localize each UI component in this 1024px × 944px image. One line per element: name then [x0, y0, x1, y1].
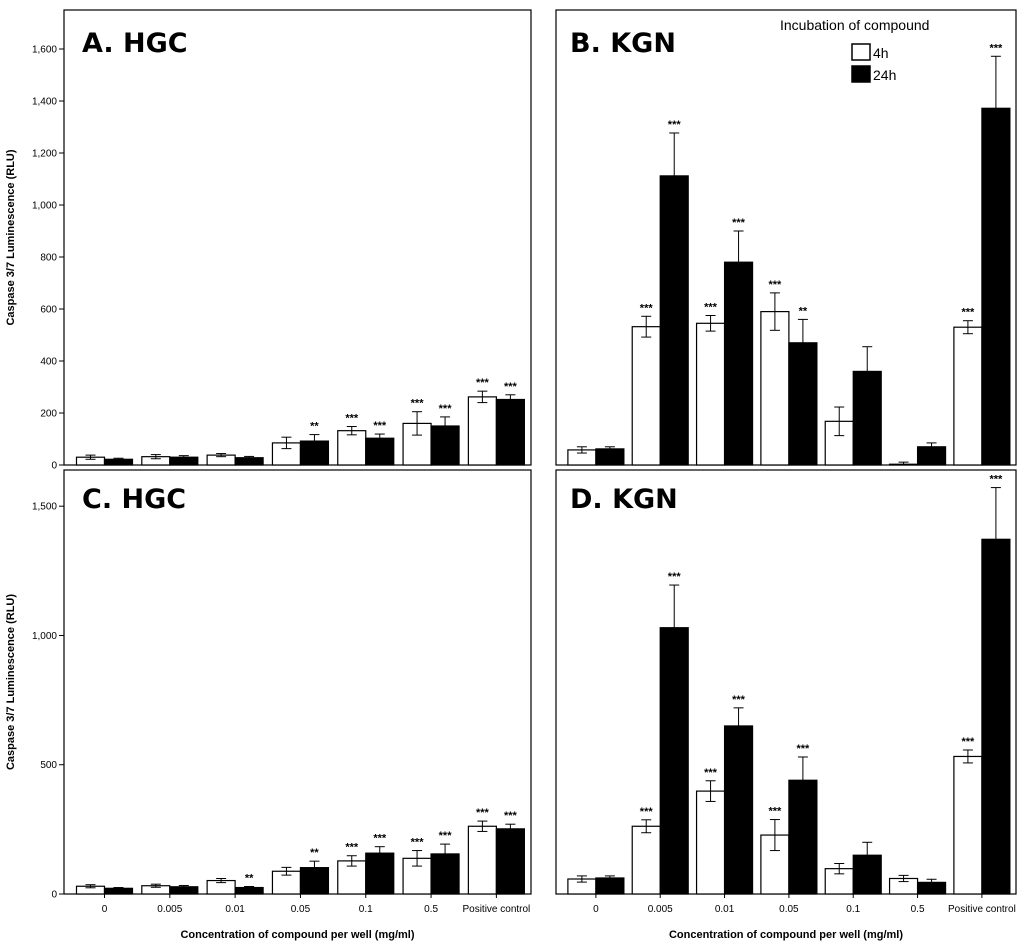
significance-label: *** [476, 807, 490, 819]
significance-label: *** [345, 842, 359, 854]
bar-24h-6 [495, 398, 525, 466]
significance-label: *** [704, 767, 718, 779]
legend-label-24h: 24h [873, 67, 896, 83]
bar-4h-6 [953, 755, 983, 895]
y-axis-title: Caspase 3/7 Luminescence (RLU) [5, 594, 17, 770]
panel-title: A. HGC [82, 28, 188, 59]
x-tick-label: 0.1 [846, 904, 860, 915]
panel-b: B. KGN***************** ****** [567, 28, 1011, 466]
panel-frame-a [63, 9, 532, 466]
bar-4h-6 [467, 825, 497, 895]
bar-24h-6 [495, 828, 525, 895]
bar-4h-2 [695, 322, 726, 466]
significance-label: *** [668, 571, 682, 583]
x-tick-label: 0 [102, 904, 108, 915]
panel-frame-d [555, 469, 1017, 895]
panel-d: D. KGN 0 *** *** 0.005 *** *** 0.01 *** *** 0.05 0.… [567, 474, 1016, 941]
significance-label: *** [989, 42, 1003, 54]
y-tick-label: 0 [51, 890, 57, 901]
significance-label: *** [704, 302, 718, 314]
x-tick-label: 0.5 [424, 904, 438, 915]
chart-content: A. HGC 0 200 400 600 800 1,000 1,200 1,400 1,600 C… [5, 28, 1016, 941]
y-tick-label: 800 [40, 253, 57, 264]
significance-label: ** [245, 873, 254, 885]
bar-4h-4 [337, 430, 367, 466]
bar-4h-1 [631, 326, 661, 466]
x-tick-label: Positive control [462, 904, 530, 915]
bar-24h-2 [723, 725, 754, 895]
significance-label: *** [768, 279, 782, 291]
significance-label: ** [799, 305, 808, 317]
y-tick-label: 1,200 [32, 149, 57, 160]
legend: Incubation of compound 4h 24h [780, 17, 929, 83]
legend-label-4h: 4h [873, 45, 889, 61]
significance-label: *** [411, 398, 425, 410]
panel-title: B. KGN [570, 28, 676, 59]
x-tick-label: 0.01 [715, 904, 735, 915]
significance-label: *** [345, 413, 359, 425]
bar-4h-3 [760, 834, 790, 895]
significance-label: *** [504, 810, 518, 822]
x-tick-label: 0.05 [779, 904, 799, 915]
y-axis-title: Caspase 3/7 Luminescence (RLU) [5, 149, 17, 325]
y-tick-label: 1,600 [32, 45, 57, 56]
significance-label: *** [961, 736, 975, 748]
y-tick-label: 500 [40, 760, 57, 771]
x-tick-label: 0.1 [359, 904, 373, 915]
y-tick-label: 600 [40, 305, 57, 316]
x-tick-label: Positive control [948, 904, 1016, 915]
significance-label: *** [373, 833, 387, 845]
bar-4h-6 [953, 326, 983, 466]
x-tick-label: 0.01 [225, 904, 245, 915]
x-tick-label: 0.05 [291, 904, 311, 915]
x-tick-label: 0.005 [157, 904, 182, 915]
x-axis-title: Concentration of compound per well (mg/m… [669, 929, 903, 941]
significance-label: ** [310, 847, 319, 859]
y-tick-label: 200 [40, 409, 57, 420]
legend-swatch-24h [851, 65, 871, 83]
panel-c: C. HGC 0 500 1,000 1,500 Caspase 3/7 Luminesc… [5, 484, 530, 941]
significance-label: *** [768, 806, 782, 818]
y-tick-label: 400 [40, 357, 57, 368]
significance-label: *** [640, 302, 654, 314]
significance-label: *** [668, 119, 682, 131]
significance-label: *** [439, 830, 453, 842]
x-axis-title: Concentration of compound per well (mg/m… [180, 929, 414, 941]
bar-4h-3 [760, 311, 790, 466]
significance-label: *** [732, 217, 746, 229]
significance-label: *** [961, 307, 975, 319]
panel-frame-c [63, 469, 532, 895]
bar-24h-1 [659, 175, 689, 466]
bar-4h-1 [631, 825, 661, 895]
legend-swatch-4h [851, 43, 871, 61]
significance-label: *** [411, 837, 425, 849]
bar-24h-6 [981, 538, 1011, 895]
x-tick-label: 0 [593, 904, 599, 915]
y-tick-label: 1,500 [32, 502, 57, 513]
panel-title: C. HGC [82, 484, 186, 515]
significance-label: ** [310, 421, 319, 433]
significance-label: *** [640, 806, 654, 818]
y-tick-label: 1,000 [32, 631, 57, 642]
panel-a: A. HGC 0 200 400 600 800 1,000 1,200 1,400 1,600 C… [5, 28, 525, 472]
panel-title: D. KGN [570, 484, 678, 515]
significance-label: *** [989, 474, 1003, 486]
x-tick-label: 0.5 [911, 904, 925, 915]
significance-label: *** [732, 694, 746, 706]
bar-24h-6 [981, 107, 1011, 466]
significance-label: *** [476, 377, 490, 389]
y-tick-label: 0 [51, 461, 57, 472]
bar-4h-6 [467, 396, 497, 466]
significance-label: *** [373, 420, 387, 432]
bar-4h-2 [695, 790, 726, 895]
significance-label: *** [504, 381, 518, 393]
significance-label: *** [796, 743, 810, 755]
significance-label: *** [439, 403, 453, 415]
legend-title: Incubation of compound [780, 17, 929, 33]
y-tick-label: 1,000 [32, 201, 57, 212]
y-tick-label: 1,400 [32, 97, 57, 108]
x-tick-label: 0.005 [648, 904, 673, 915]
